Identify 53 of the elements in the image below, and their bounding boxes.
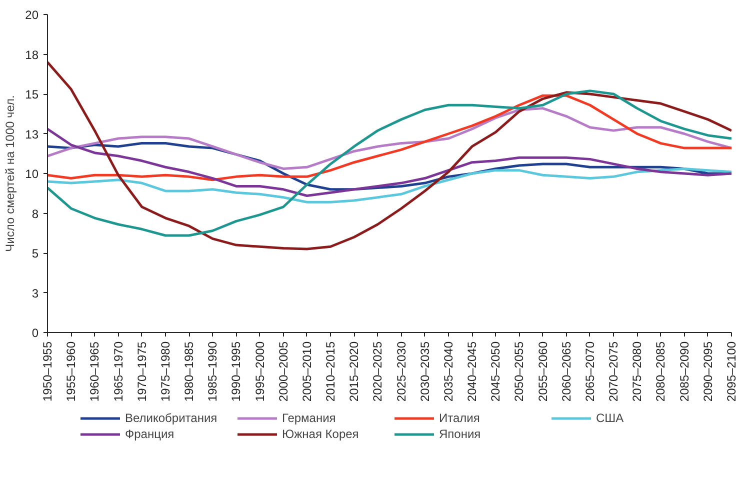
y-tick-label: 3	[32, 286, 39, 300]
x-tick-label: 1970–1975	[134, 341, 149, 402]
legend-label: Италия	[439, 411, 481, 425]
x-tick-label: 2080–2085	[654, 341, 668, 402]
y-tick-label: 10	[25, 167, 39, 181]
x-tick-label: 1965–1970	[111, 341, 126, 402]
line-series	[48, 167, 732, 204]
line-series	[48, 60, 732, 250]
legend-label: Великобритания	[125, 411, 218, 425]
x-tick-label: 1995–2000	[252, 341, 267, 402]
x-tick-label: 2050–2055	[512, 341, 526, 402]
x-tick-label: 1955–1960	[64, 341, 78, 402]
x-tick-label: 1980–1985	[182, 341, 196, 402]
legend-label: США	[596, 411, 625, 425]
x-tick-label: 2065–2070	[582, 341, 597, 402]
y-tick-label: 5	[32, 246, 39, 260]
legend-label: Германия	[282, 411, 337, 425]
x-tick-label: 1975–1980	[158, 341, 172, 402]
line-series	[48, 94, 732, 182]
x-tick-label: 2060–2065	[559, 341, 574, 402]
y-tick-label: 18	[25, 48, 39, 62]
x-tick-label: 1990–1995	[229, 341, 244, 402]
x-tick-label: 1950–1955	[40, 341, 54, 402]
x-tick-label: 1985–1990	[206, 341, 220, 402]
x-tick-label: 2005–2010	[300, 341, 314, 402]
y-tick-label: 20	[25, 8, 39, 22]
y-tick-label: 13	[25, 127, 39, 142]
x-tick-label: 2095–2100	[724, 341, 738, 402]
y-axis-title: Число смертей на 1000 чел.	[3, 95, 18, 252]
y-tick-label: 15	[25, 88, 39, 102]
x-tick-label: 2015–2020	[347, 341, 362, 402]
x-tick-label: 2090–2095	[700, 341, 715, 402]
x-tick-label: 2010–2015	[324, 341, 338, 402]
y-tick-label: 0	[32, 326, 39, 340]
x-tick-label: 2030–2035	[418, 341, 432, 402]
x-tick-label: 2070–2075	[606, 341, 621, 402]
x-tick-label: 2055–2060	[536, 341, 550, 402]
x-tick-label: 2040–2045	[465, 341, 480, 402]
x-tick-label: 1960–1965	[88, 341, 102, 402]
x-tick-label: 2085–2090	[677, 341, 692, 402]
line-series	[48, 107, 732, 170]
legend-label: Франция	[125, 427, 176, 441]
line-series	[48, 90, 732, 237]
x-tick-label: 2025–2030	[394, 341, 408, 402]
x-tick-label: 2035–2040	[441, 341, 456, 402]
x-tick-label: 2000–2005	[276, 341, 290, 402]
line-series	[48, 128, 732, 198]
legend-label: Южная Корея	[282, 427, 360, 441]
x-tick-label: 2075–2080	[630, 341, 644, 402]
x-tick-label: 2020–2025	[370, 341, 385, 402]
legend-label: Япония	[439, 427, 482, 441]
x-tick-label: 2045–2050	[488, 341, 503, 402]
y-tick-label: 8	[32, 206, 39, 221]
